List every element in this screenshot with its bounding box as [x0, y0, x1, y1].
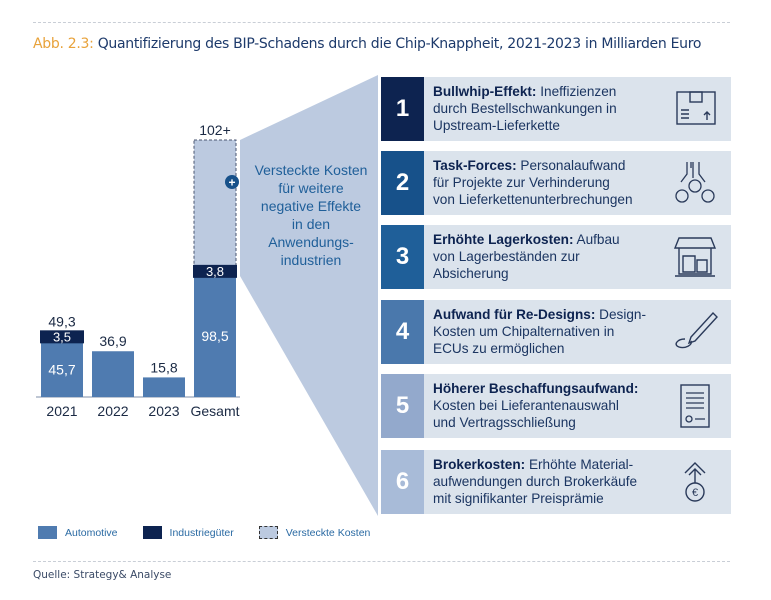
card-heading: Bullwhip-Effekt: — [433, 84, 537, 99]
bar-automotive-2021 — [41, 340, 83, 397]
label-industrie: 3,8 — [206, 264, 224, 279]
bottom-divider — [33, 561, 730, 562]
bar-hidden-costs — [193, 139, 237, 276]
warehouse-icon — [673, 237, 717, 277]
annotation-line: für weitere — [278, 180, 344, 196]
card-heading: Task-Forces: — [433, 158, 517, 173]
card-number: 2 — [381, 151, 424, 215]
team-icon — [675, 162, 715, 203]
card-line: und Vertragsschließung — [433, 415, 576, 430]
figure-title-text: Quantifizierung des BIP-Schadens durch d… — [97, 36, 702, 52]
card-line: von Lagerbeständen zur — [433, 249, 580, 264]
legend: Automotive Industriegüter Versteckte Kos… — [38, 526, 395, 539]
card-text: Aufwand für Re-Designs: Design- Kosten um… — [433, 306, 673, 357]
card-line: Upstream-Lieferkette — [433, 118, 560, 133]
card-line: Absicherung — [433, 266, 509, 281]
effect-card-4: 4 Aufwand für Re-Designs: Design- Kosten … — [381, 300, 731, 364]
annotation-line: in den — [292, 216, 330, 232]
source-note: Quelle: Strategy& Analyse — [33, 569, 172, 581]
legend-automotive: Automotive — [38, 526, 118, 539]
bar-industrie-Gesamt — [193, 264, 237, 278]
bar-automotive-2023 — [143, 377, 185, 397]
contract-icon — [680, 384, 710, 428]
legend-swatch — [142, 526, 162, 539]
card-text: Brokerkosten: Erhöhte Material-aufwendun… — [433, 456, 673, 507]
card-line: von Lieferkettenunterbrechungen — [433, 192, 633, 207]
card-line: Ineffizienzen — [536, 84, 617, 99]
plus-glyph: + — [228, 176, 235, 190]
card-line: Aufbau — [573, 232, 620, 247]
legend-label: Versteckte Kosten — [285, 526, 371, 539]
card-line: Kosten bei Lieferantenauswahl — [433, 398, 619, 413]
label-industrie: 3,5 — [53, 329, 71, 344]
legend-swatch — [38, 526, 57, 539]
card-heading: Aufwand für Re-Designs: — [433, 307, 596, 322]
funnel-shape — [240, 75, 378, 516]
effect-card-5: 5 Höherer Beschaffungsaufwand: Kosten bei… — [381, 374, 731, 438]
card-number: 4 — [381, 300, 424, 364]
legend-hidden-costs: Versteckte Kosten — [258, 526, 371, 539]
card-text: Task-Forces: Personalaufwand für Projekte… — [433, 157, 673, 208]
card-line: ECUs zu ermöglichen — [433, 341, 565, 356]
card-text: Höherer Beschaffungsaufwand: Kosten bei L… — [433, 380, 673, 431]
effect-card-6: 6 Brokerkosten: Erhöhte Material-aufwend… — [381, 450, 731, 514]
annotation-line: negative Effekte — [261, 198, 361, 214]
tick-label: Gesamt — [190, 403, 239, 419]
figure-title: Abb. 2.3: Quantifizierung des BIP-Schade… — [33, 36, 701, 52]
box-icon — [676, 91, 716, 125]
pencil-icon — [675, 311, 718, 349]
label-total: 15,8 — [150, 359, 177, 375]
svg-text:€: € — [692, 487, 698, 499]
effect-card-1: 1 Bullwhip-Effekt: Ineffizienzen durch Be… — [381, 77, 731, 141]
annotation-line: Anwendungs- — [268, 234, 354, 250]
legend-label: Industriegüter — [169, 526, 234, 539]
legend-swatch — [258, 526, 278, 539]
annotation-line: industrien — [281, 252, 342, 268]
effect-card-2: 2 Task-Forces: Personalaufwand für Projek… — [381, 151, 731, 215]
label-automotive: 45,7 — [48, 361, 75, 377]
card-text: Erhöhte Lagerkosten: Aufbau von Lagerbest… — [433, 231, 673, 282]
card-line: Erhöhte Material- — [525, 457, 634, 472]
card-number: 1 — [381, 77, 424, 141]
tick-label: 2023 — [148, 403, 179, 419]
label-total: 36,9 — [99, 333, 126, 349]
card-heading: Erhöhte Lagerkosten: — [433, 232, 574, 247]
bar-automotive-Gesamt — [194, 274, 236, 397]
effect-card-3: 3 Erhöhte Lagerkosten: Aufbau von Lagerbe… — [381, 225, 731, 289]
card-line: mit signifikanter Preisprämie — [433, 491, 604, 506]
card-line: Kosten um Chipalternativen in — [433, 324, 615, 339]
annotation-line: Versteckte Kosten — [255, 162, 368, 178]
card-line: Design- — [595, 307, 646, 322]
card-line: Personalaufwand — [516, 158, 626, 173]
card-heading: Höherer Beschaffungsaufwand: — [433, 381, 639, 396]
legend-label: Automotive — [65, 526, 118, 539]
card-line: aufwendungen durch Brokerkäufe — [433, 474, 638, 489]
card-number: 5 — [381, 374, 424, 438]
card-text: Bullwhip-Effekt: Ineffizienzen durch Best… — [433, 83, 673, 134]
legend-industrie: Industriegüter — [142, 526, 234, 539]
bar-automotive-2022 — [92, 351, 134, 397]
plus-icon — [225, 175, 239, 189]
card-line: durch Bestellschwankungen in — [433, 101, 617, 116]
card-line: für Projekte zur Verhinderung — [433, 175, 610, 190]
figure-number: Abb. 2.3: — [33, 36, 94, 52]
top-divider — [33, 22, 730, 23]
label-total: 49,3 — [48, 313, 75, 329]
card-number: 6 — [381, 450, 424, 514]
tick-label: 2021 — [46, 403, 77, 419]
bar-industrie-2021 — [40, 330, 84, 344]
card-number: 3 — [381, 225, 424, 289]
euro-up-icon: € — [684, 462, 706, 502]
card-heading: Brokerkosten: — [433, 457, 526, 472]
label-automotive: 98,5 — [201, 328, 228, 344]
label-total: 102+ — [199, 122, 231, 138]
tick-label: 2022 — [97, 403, 128, 419]
